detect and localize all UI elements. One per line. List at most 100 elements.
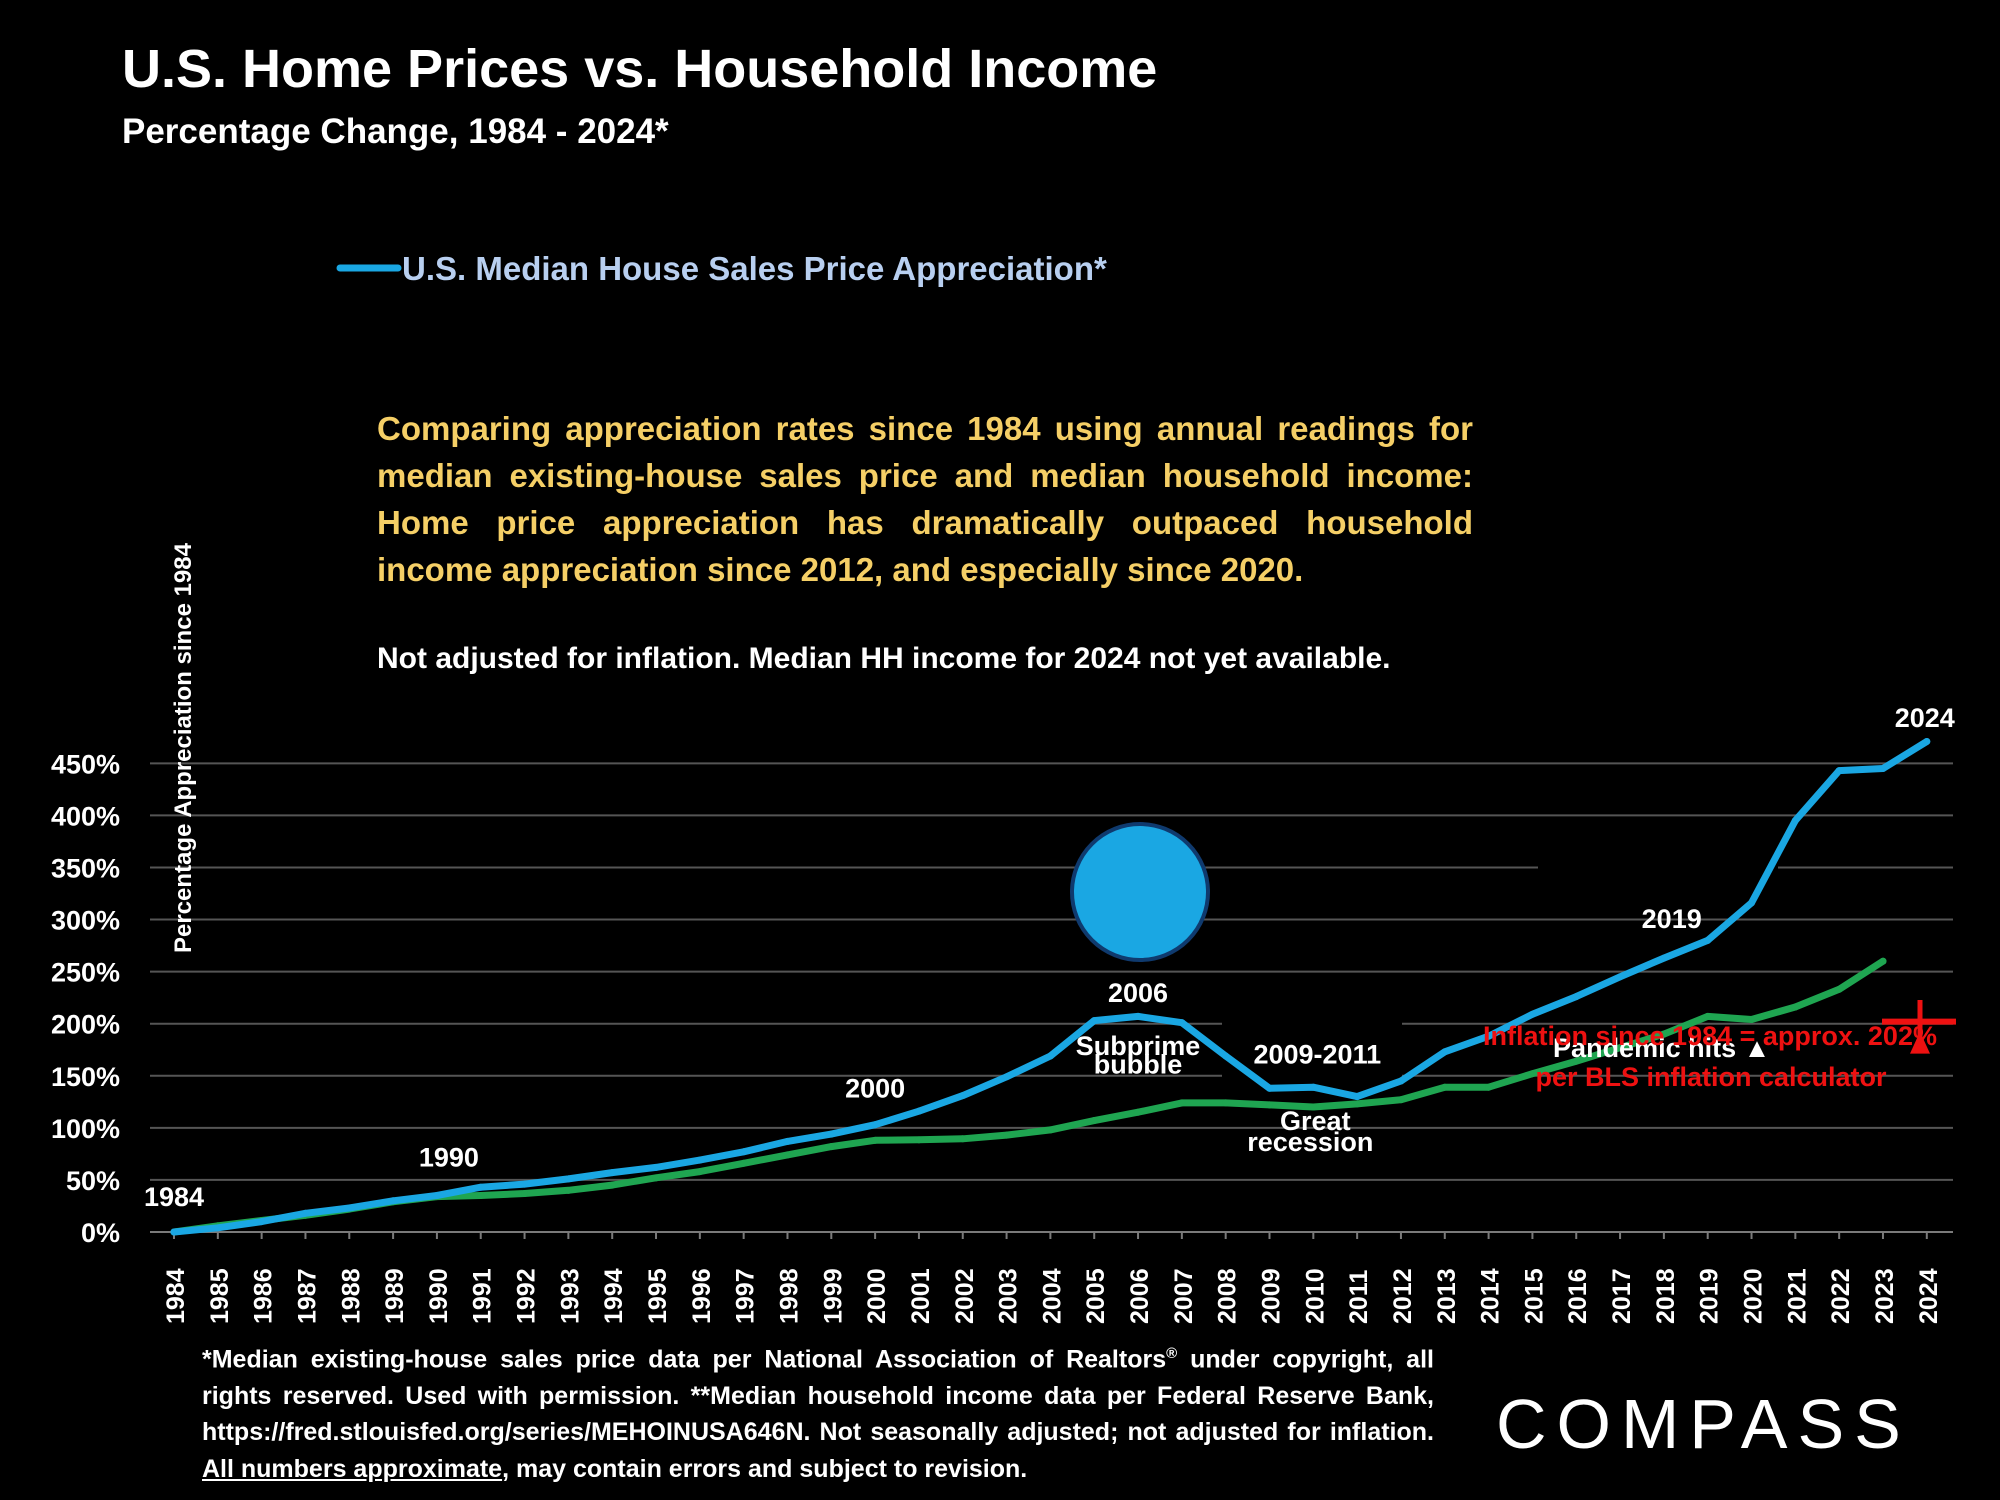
home-price-point [1704,936,1712,944]
annotation-label: 2000 [845,1074,905,1104]
income-series-line [170,957,1887,1236]
income-point [1441,1083,1449,1091]
y-tick-label: 300% [51,906,120,936]
income-point [1528,1070,1536,1078]
x-tick-label: 1988 [337,1268,365,1324]
income-point [1046,1126,1054,1134]
income-point [564,1186,572,1194]
income-point [652,1174,660,1182]
home-price-point [1528,1010,1536,1018]
pandemic-mask [1538,851,1778,903]
annotation-label: 2006 [1108,978,1168,1008]
inflation-label-line1: Inflation since 1984 = approx. 202% [1483,1021,1937,1051]
x-tick-label: 2002 [951,1268,979,1324]
income-point [1353,1100,1361,1108]
home-price-point [1572,993,1580,1001]
home-price-point [696,1156,704,1164]
x-tick-label: 2014 [1477,1268,1505,1324]
income-point [1879,957,1887,965]
income-point [1835,985,1843,993]
x-tick-label: 1998 [775,1268,803,1324]
home-price-point [1660,954,1668,962]
x-axis-ticks: 1984 1985 1986 1987 1988 1989 1990 1991 1992 1993… [162,1232,1943,1324]
compass-logo: COMPASS [1496,1385,1901,1462]
x-tick-label: 2003 [995,1268,1023,1324]
home-price-point [521,1180,529,1188]
home-price-point [1397,1077,1405,1085]
income-point [696,1168,704,1176]
y-tick-label: 0% [81,1218,120,1248]
y-tick-label: 350% [51,853,120,883]
home-price-point [1441,1048,1449,1056]
x-tick-label: 1991 [469,1268,497,1324]
income-point [1791,1003,1799,1011]
x-tick-label: 2005 [1082,1268,1110,1324]
series-layer [170,737,1931,1236]
income-point [1266,1101,1273,1109]
y-tick-label: 450% [51,749,120,779]
home-price-point [1748,899,1756,907]
x-tick-label: 1999 [819,1268,847,1324]
home-price-point [301,1209,309,1217]
home-price-point [258,1218,266,1226]
x-tick-label: 2015 [1520,1268,1548,1324]
income-point [608,1181,616,1189]
registered-mark: ® [1166,1345,1178,1362]
x-tick-label: 1996 [688,1268,716,1324]
income-point [1748,1016,1756,1024]
income-point [1309,1103,1317,1111]
footnote-underlined: All numbers approximate [202,1454,503,1483]
home-price-point [1616,973,1624,981]
home-price-point [1353,1093,1361,1101]
home-price-point [389,1197,397,1205]
home-price-point [1134,1012,1142,1020]
annotation-label: bubble [1094,1050,1183,1080]
x-tick-label: 2012 [1389,1268,1417,1324]
home-price-point [783,1137,791,1145]
y-tick-label: 50% [66,1166,120,1196]
income-point [521,1189,529,1197]
income-point [1222,1099,1230,1107]
x-tick-label: 2001 [907,1268,935,1324]
home-price-point [871,1121,879,1129]
income-point [1572,1057,1580,1065]
y-axis-ticks: 0% 50% 100% 150% 200% 250% 300% 350% 400% 450% [51,749,120,1248]
income-point [871,1136,879,1144]
x-tick-label: 2024 [1915,1268,1943,1324]
footnote: *Median existing-house sales price data … [202,1336,1434,1487]
x-tick-label: 2022 [1827,1268,1855,1324]
home-price-point [827,1130,835,1138]
subprime-bubble [1070,822,1210,962]
callout-text: Comparing appreciation rates since 1984 … [377,410,1473,588]
y-tick-label: 250% [51,958,120,988]
income-point [1003,1131,1011,1139]
footnote-part1: *Median existing-house sales price data … [202,1345,1167,1374]
home-price-point [959,1092,967,1100]
annotation-label: 2024 [1895,703,1955,733]
home-price-point [477,1183,485,1191]
home-price-point [1309,1083,1317,1091]
y-tick-label: 200% [51,1010,120,1040]
x-tick-label: 2019 [1696,1268,1724,1324]
home-price-point [214,1224,222,1232]
income-point [740,1159,748,1167]
x-tick-label: 2010 [1301,1268,1329,1324]
home-price-point [433,1192,441,1200]
x-tick-label: 2018 [1652,1268,1680,1324]
x-tick-label: 2021 [1783,1268,1811,1324]
y-tick-label: 150% [51,1062,120,1092]
inflation-marker: Inflation since 1984 = approx. 202% per … [1483,1000,1956,1092]
home-price-point [1879,765,1887,773]
home-price-point [1090,1017,1098,1025]
page-subtitle: Percentage Change, 1984 - 2024* [122,112,669,151]
home-price-point [170,1228,178,1236]
inflation-arrow-head [1910,1031,1930,1054]
x-tick-label: 2011 [1345,1270,1373,1324]
x-tick-label: 2006 [1126,1268,1154,1324]
x-tick-label: 1986 [250,1268,278,1324]
income-point [1704,1012,1712,1020]
income-point [1616,1044,1624,1052]
income-point [1178,1099,1186,1107]
callout-mask [358,390,1488,690]
income-point [1485,1083,1493,1091]
